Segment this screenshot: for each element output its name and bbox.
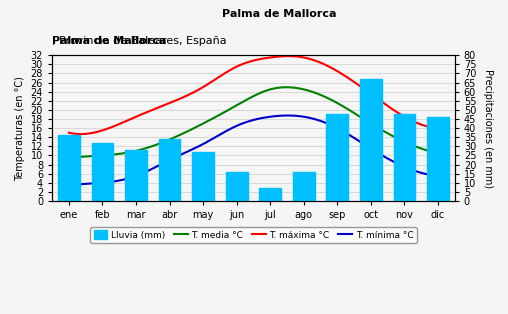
Text: , Provincia de Baleares, España: , Provincia de Baleares, España	[52, 36, 227, 46]
Text: Palma de Mallorca: Palma de Mallorca	[52, 36, 167, 46]
Bar	[259, 188, 281, 201]
Bar	[293, 172, 314, 201]
Y-axis label: Temperaturas (en °C): Temperaturas (en °C)	[15, 76, 25, 181]
Bar	[192, 152, 214, 201]
Legend: Lluvia (mm), T. media °C, T. máxima °C, T. mínima °C: Lluvia (mm), T. media °C, T. máxima °C, …	[90, 227, 417, 243]
Text: Palma de Mallorca: Palma de Mallorca	[222, 9, 337, 19]
Bar	[91, 143, 113, 201]
Bar	[125, 150, 147, 201]
Y-axis label: Precipitaciones (en mm): Precipitaciones (en mm)	[483, 68, 493, 188]
Text: Palma de Mallorca, Provincia de Baleares, España: Palma de Mallorca, Provincia de Baleares…	[141, 9, 418, 19]
Bar	[327, 114, 348, 201]
Bar	[394, 114, 416, 201]
Bar	[360, 79, 382, 201]
Bar	[427, 117, 449, 201]
Bar	[226, 172, 247, 201]
Bar	[58, 135, 80, 201]
Bar	[158, 139, 180, 201]
